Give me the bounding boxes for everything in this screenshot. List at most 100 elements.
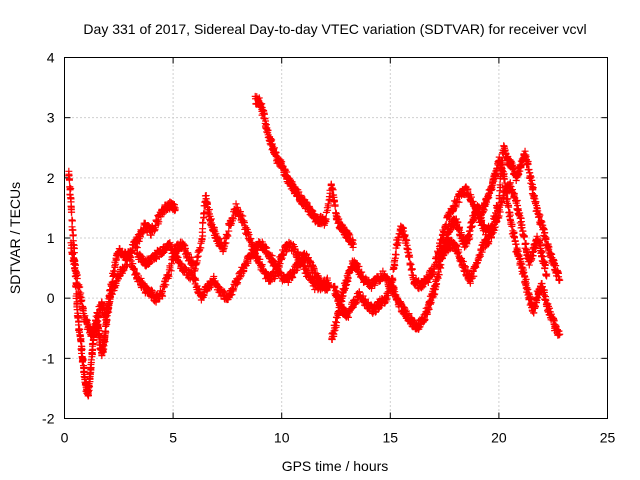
data-point-track-g (520, 233, 528, 241)
x-tick-label: 0 (61, 430, 69, 446)
data-point-track-b (242, 224, 250, 232)
y-tick-label: 0 (47, 290, 55, 306)
data-point-track-g (483, 239, 491, 247)
data-point-track-b (221, 240, 229, 248)
x-tick-label: 10 (274, 430, 290, 446)
data-point-track-c (309, 261, 317, 269)
data-points (65, 92, 564, 400)
data-point-track-f (405, 252, 413, 260)
data-point-track-b (232, 200, 240, 208)
data-point-track-b (151, 297, 159, 305)
data-point-track-f (395, 233, 403, 241)
data-point-track-f (552, 262, 560, 270)
data-point-track-e (510, 233, 518, 241)
data-point-track-g (522, 240, 530, 248)
data-point-track-g (459, 258, 467, 266)
data-point-track-c (297, 260, 305, 268)
y-tick-label: 1 (47, 230, 55, 246)
data-point-track-g (455, 248, 463, 256)
data-point-track-b (71, 257, 79, 265)
data-point-track-g (474, 257, 482, 265)
data-point-track-c (274, 264, 282, 272)
data-point-track-e (427, 299, 435, 307)
data-point-track-b (69, 250, 77, 258)
data-point-track-e (520, 268, 528, 276)
data-point-track-g (510, 189, 518, 197)
data-point-track-f (445, 215, 453, 223)
data-point-track-a (171, 204, 179, 212)
data-point-track-f (361, 295, 369, 303)
data-point-track-b (199, 232, 207, 240)
data-point-track-f (548, 250, 556, 258)
data-point-track-c (133, 244, 141, 252)
data-point-track-b (137, 274, 145, 282)
y-tick-label: 4 (47, 50, 55, 66)
y-axis-label: SDTVAR / TECUs (7, 182, 23, 294)
data-point-track-f (515, 170, 523, 178)
data-point-track-b (162, 281, 170, 289)
data-point-track-g (478, 248, 486, 256)
data-point-track-f (467, 193, 475, 201)
data-point-track-f (401, 231, 409, 239)
data-point-track-b (203, 200, 211, 208)
data-point-track-f (527, 173, 535, 181)
data-point-track-f (352, 299, 360, 307)
data-point-track-e (408, 315, 416, 323)
data-point-track-f (538, 218, 546, 226)
data-point-track-f (448, 208, 456, 216)
data-point-track-b (102, 312, 110, 320)
data-point-track-g (506, 179, 514, 187)
data-point-track-g (471, 264, 479, 272)
y-tick-label: -2 (42, 411, 55, 427)
data-point-track-f (497, 173, 505, 181)
data-point-track-e (540, 288, 548, 296)
data-point-track-f (333, 287, 341, 295)
data-point-track-f (402, 236, 410, 244)
data-point-track-c (177, 261, 185, 269)
data-point-track-e (425, 305, 433, 313)
data-point-track-b (193, 257, 201, 265)
data-point-track-g (453, 243, 461, 251)
data-point-track-f (556, 276, 564, 284)
data-point-track-d (268, 136, 276, 144)
data-point-track-f (496, 181, 504, 189)
data-point-track-g (521, 240, 529, 248)
data-point-track-e (524, 285, 532, 293)
x-tick-label: 20 (491, 430, 507, 446)
data-point-track-b (158, 289, 166, 297)
data-point-track-b (199, 219, 207, 227)
data-point-track-g (539, 253, 547, 261)
data-point-track-a (87, 359, 95, 367)
data-point-track-c (228, 291, 236, 299)
data-point-track-g (491, 223, 499, 231)
data-point-track-f (335, 297, 343, 305)
data-point-track-g (496, 208, 504, 216)
data-point-track-a (67, 185, 75, 193)
data-point-track-c (214, 282, 222, 290)
data-point-track-b (258, 262, 266, 270)
data-point-track-b (165, 272, 173, 280)
data-point-track-f (545, 243, 553, 251)
data-point-track-g (477, 252, 485, 260)
data-point-track-f (516, 167, 524, 175)
data-point-track-c (284, 278, 292, 286)
data-point-track-f (530, 192, 538, 200)
data-point-track-f (331, 282, 339, 290)
data-point-track-f (344, 313, 352, 321)
data-point-track-e (435, 271, 443, 279)
data-point-track-d (331, 201, 339, 209)
data-point-track-g (518, 221, 526, 229)
data-point-track-f (478, 216, 486, 224)
data-point-track-b (200, 209, 208, 217)
data-point-track-f (406, 253, 414, 261)
data-point-track-f (536, 211, 544, 219)
grid-lines (64, 57, 608, 419)
data-point-track-f (525, 165, 533, 173)
data-point-track-a (155, 218, 163, 226)
data-point-track-g (493, 218, 501, 226)
data-point-track-b (207, 219, 215, 227)
data-point-track-g (543, 270, 551, 278)
data-point-track-c (166, 241, 174, 249)
data-point-track-d (322, 215, 330, 223)
data-point-track-g (466, 279, 474, 287)
